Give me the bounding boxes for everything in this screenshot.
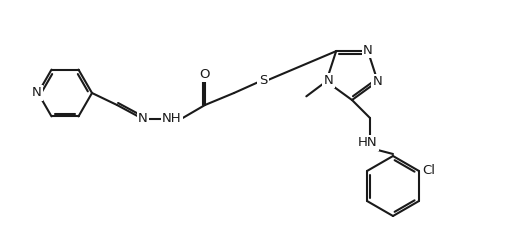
Text: N: N [363, 44, 373, 57]
Text: NH: NH [162, 113, 182, 126]
Text: HN: HN [358, 136, 378, 149]
Text: N: N [324, 74, 333, 87]
Text: S: S [259, 74, 267, 87]
Text: Cl: Cl [423, 165, 436, 178]
Text: N: N [32, 87, 42, 100]
Text: N: N [373, 75, 382, 88]
Text: O: O [200, 67, 210, 80]
Text: N: N [138, 112, 148, 125]
